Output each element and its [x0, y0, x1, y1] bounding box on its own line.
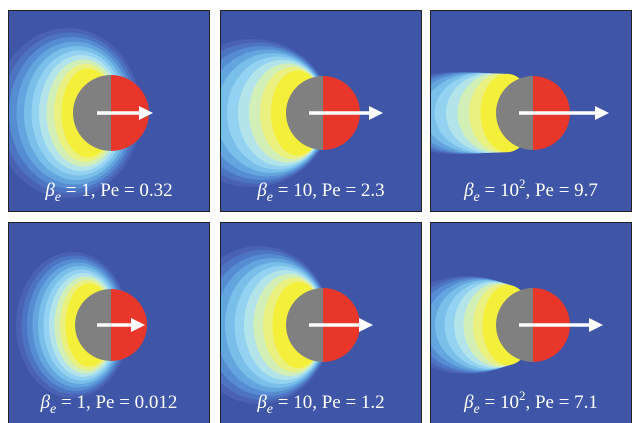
caption-part: = 10, Pe = 2.3: [273, 180, 385, 201]
caption-part: , Pe = 7.1: [525, 392, 597, 413]
caption-part: , Pe = 9.7: [525, 180, 597, 201]
caption-part: = 10: [480, 180, 519, 201]
caption-part: = 10: [480, 392, 519, 413]
caption-part: = 10, Pe = 1.2: [273, 392, 385, 413]
caption-part: β: [256, 180, 267, 201]
caption-part: β: [40, 392, 51, 413]
page: {"panels": [ {"caption": [{"text": "β"},…: [0, 0, 635, 423]
caption-part: = 1, Pe = 0.32: [61, 180, 173, 201]
caption-part: β: [44, 180, 55, 201]
caption-part: β: [463, 180, 474, 201]
caption-part: β: [463, 392, 474, 413]
caption-part: β: [256, 392, 267, 413]
figure: βe = 1, Pe = 0.32βe = 10, Pe = 2.3βe = 1…: [0, 0, 635, 423]
panel-caption: βe = 102, Pe = 9.7: [463, 176, 598, 205]
caption-part: = 1, Pe = 0.012: [56, 392, 177, 413]
panel-caption: βe = 102, Pe = 7.1: [463, 388, 598, 417]
